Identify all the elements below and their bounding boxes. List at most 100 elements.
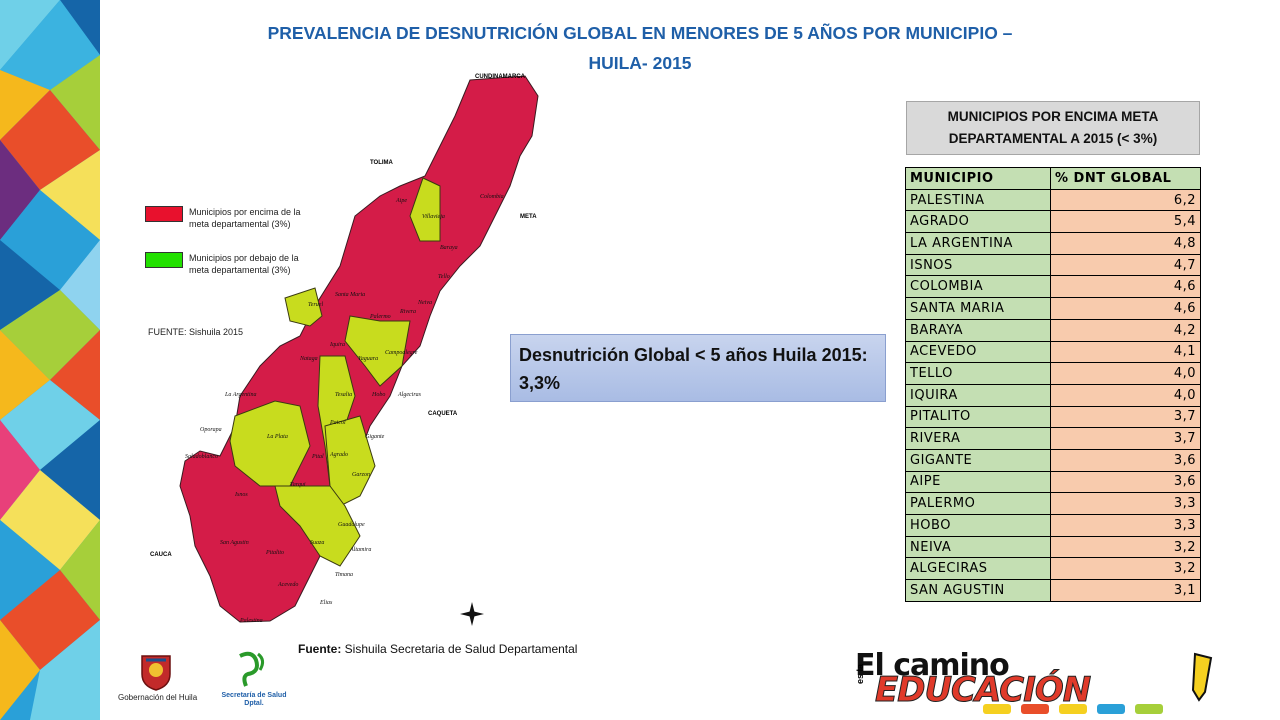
- cell-municipio: IQUIRA: [905, 383, 1051, 407]
- cell-municipio: TELLO: [905, 362, 1051, 385]
- table-row: SAN AGUSTIN 3,1: [905, 579, 1201, 602]
- svg-text:Palermo: Palermo: [369, 314, 391, 320]
- header-municipio: MUNICIPIO: [905, 167, 1051, 190]
- table-header-row: MUNICIPIO % DNT GLOBAL: [905, 167, 1201, 190]
- legend-swatch-green: [145, 252, 183, 268]
- cell-municipio: COLOMBIA: [905, 275, 1051, 299]
- svg-text:Palestina: Palestina: [239, 618, 263, 624]
- dnt-table: MUNICIPIO % DNT GLOBAL PALESTINA 6,2 AGRAD…: [905, 167, 1201, 602]
- svg-text:Timana: Timana: [335, 572, 353, 578]
- svg-text:Aipe: Aipe: [395, 198, 407, 204]
- svg-text:Rivera: Rivera: [399, 309, 416, 315]
- svg-text:San Agustin: San Agustin: [220, 540, 249, 546]
- cell-municipio: AGRADO: [905, 210, 1051, 234]
- cell-dnt-value: 4,1: [1050, 340, 1201, 364]
- table-row: TELLO 4,0: [905, 362, 1201, 385]
- map-region-below-meta: [409, 177, 441, 242]
- educacion-logo-esla: es la: [855, 663, 865, 684]
- svg-text:Paicol: Paicol: [329, 420, 346, 426]
- source-text: Sishuila Secretaria de Salud Departament…: [341, 642, 578, 656]
- cell-municipio: RIVERA: [905, 427, 1051, 450]
- cell-municipio: ACEVEDO: [905, 340, 1051, 364]
- label-cundinamarca: CUNDINAMARCA: [475, 74, 526, 80]
- svg-text:Tello: Tello: [438, 274, 450, 280]
- table-row: RIVERA 3,7: [905, 427, 1201, 450]
- svg-text:Hobo: Hobo: [371, 392, 385, 398]
- table-row: AGRADO 5,4: [905, 210, 1201, 234]
- svg-text:Gigante: Gigante: [365, 434, 385, 440]
- cell-municipio: ISNOS: [905, 253, 1051, 277]
- educacion-logo-camino: El camino: [855, 648, 1010, 683]
- table-row: PITALITO 3,7: [905, 405, 1201, 429]
- map-legend: Municipios por encima de la meta departa…: [145, 206, 309, 298]
- svg-text:Tesalia: Tesalia: [335, 392, 352, 398]
- cell-dnt-value: 4,0: [1050, 383, 1201, 407]
- cell-dnt-value: 3,6: [1050, 448, 1201, 472]
- cell-dnt-value: 3,3: [1050, 492, 1201, 515]
- table-row: COLOMBIA 4,6: [905, 275, 1201, 299]
- cell-dnt-value: 3,7: [1050, 405, 1201, 429]
- cell-municipio: GIGANTE: [905, 448, 1051, 472]
- decorative-side-pattern: [0, 0, 100, 720]
- table-row: GIGANTE 3,6: [905, 448, 1201, 472]
- svg-text:Neiva: Neiva: [417, 300, 432, 306]
- svg-text:Guadalupe: Guadalupe: [338, 522, 365, 528]
- cell-dnt-value: 5,4: [1050, 210, 1201, 234]
- cell-dnt-value: 3,7: [1050, 427, 1201, 450]
- cell-dnt-value: 4,6: [1050, 275, 1201, 299]
- svg-text:Nataga: Nataga: [299, 356, 318, 362]
- cell-municipio: BARAYA: [905, 318, 1051, 342]
- legend-swatch-red: [145, 206, 183, 222]
- cell-municipio: SANTA MARIA: [905, 297, 1051, 320]
- mini-icon-yellow-2: [1059, 704, 1087, 714]
- svg-text:Villavieja: Villavieja: [422, 214, 445, 220]
- educacion-logo: El camino es la EDUCACIÓN: [855, 648, 1227, 718]
- table-row: ACEVEDO 4,1: [905, 340, 1201, 364]
- svg-text:Teruel: Teruel: [308, 302, 323, 308]
- cell-dnt-value: 3,2: [1050, 557, 1201, 581]
- cell-municipio: SAN AGUSTIN: [905, 579, 1051, 602]
- cell-municipio: AIPE: [905, 470, 1051, 494]
- huila-map: CUNDINAMARCA TOLIMA META CAQUETA CAUCA C…: [150, 74, 539, 626]
- table-row: ISNOS 4,7: [905, 253, 1201, 277]
- cell-dnt-value: 3,1: [1050, 579, 1201, 602]
- mini-icon-blue: [1097, 704, 1125, 714]
- gobernacion-huila-logo: [141, 655, 171, 691]
- cell-dnt-value: 4,6: [1050, 297, 1201, 320]
- cell-dnt-value: 3,2: [1050, 535, 1201, 559]
- svg-text:Pitalito: Pitalito: [265, 550, 284, 556]
- svg-text:La Argentina: La Argentina: [224, 392, 257, 398]
- legend-text-above: Municipios por encima de la meta departa…: [189, 207, 301, 229]
- table-row: AIPE 3,6: [905, 470, 1201, 494]
- table-row: HOBO 3,3: [905, 514, 1201, 537]
- mini-icon-red: [1021, 704, 1049, 714]
- svg-text:Elias: Elias: [319, 600, 333, 606]
- svg-text:Agrado: Agrado: [329, 452, 348, 458]
- legend-text-below: Municipios por debajo de la meta departa…: [189, 253, 299, 275]
- gobernacion-label: Gobernación del Huila: [118, 693, 198, 702]
- table-row: PALESTINA 6,2: [905, 188, 1201, 212]
- svg-text:Oporapa: Oporapa: [200, 427, 222, 433]
- svg-text:Tarqui: Tarqui: [290, 482, 306, 488]
- svg-text:Acevedo: Acevedo: [277, 582, 298, 588]
- source-note: Fuente: Sishuila Secretaria de Salud Dep…: [298, 642, 577, 656]
- svg-text:Baraya: Baraya: [440, 245, 458, 251]
- title-line-1: PREVALENCIA DE DESNUTRICIÓN GLOBAL EN ME…: [267, 23, 1013, 43]
- table-row: ALGECIRAS 3,2: [905, 557, 1201, 581]
- cell-dnt-value: 4,8: [1050, 232, 1201, 255]
- label-caqueta: CAQUETA: [428, 411, 458, 417]
- table-row: PALERMO 3,3: [905, 492, 1201, 515]
- svg-text:Pital: Pital: [311, 454, 324, 460]
- table-heading-box: MUNICIPIOS POR ENCIMA META DEPARTAMENTAL…: [906, 101, 1200, 155]
- table-row: LA ARGENTINA 4,8: [905, 232, 1201, 255]
- map-region-below-meta: [274, 485, 361, 567]
- svg-text:Yaguara: Yaguara: [358, 356, 378, 362]
- svg-text:Isnos: Isnos: [234, 492, 248, 498]
- map-region-below-meta: [344, 315, 411, 387]
- cell-dnt-value: 4,7: [1050, 253, 1201, 277]
- table-row: NEIVA 3,2: [905, 535, 1201, 559]
- educacion-mini-icons: [983, 704, 1163, 714]
- pencil-icon: [1191, 652, 1213, 702]
- cell-dnt-value: 3,3: [1050, 514, 1201, 537]
- cell-municipio: PITALITO: [905, 405, 1051, 429]
